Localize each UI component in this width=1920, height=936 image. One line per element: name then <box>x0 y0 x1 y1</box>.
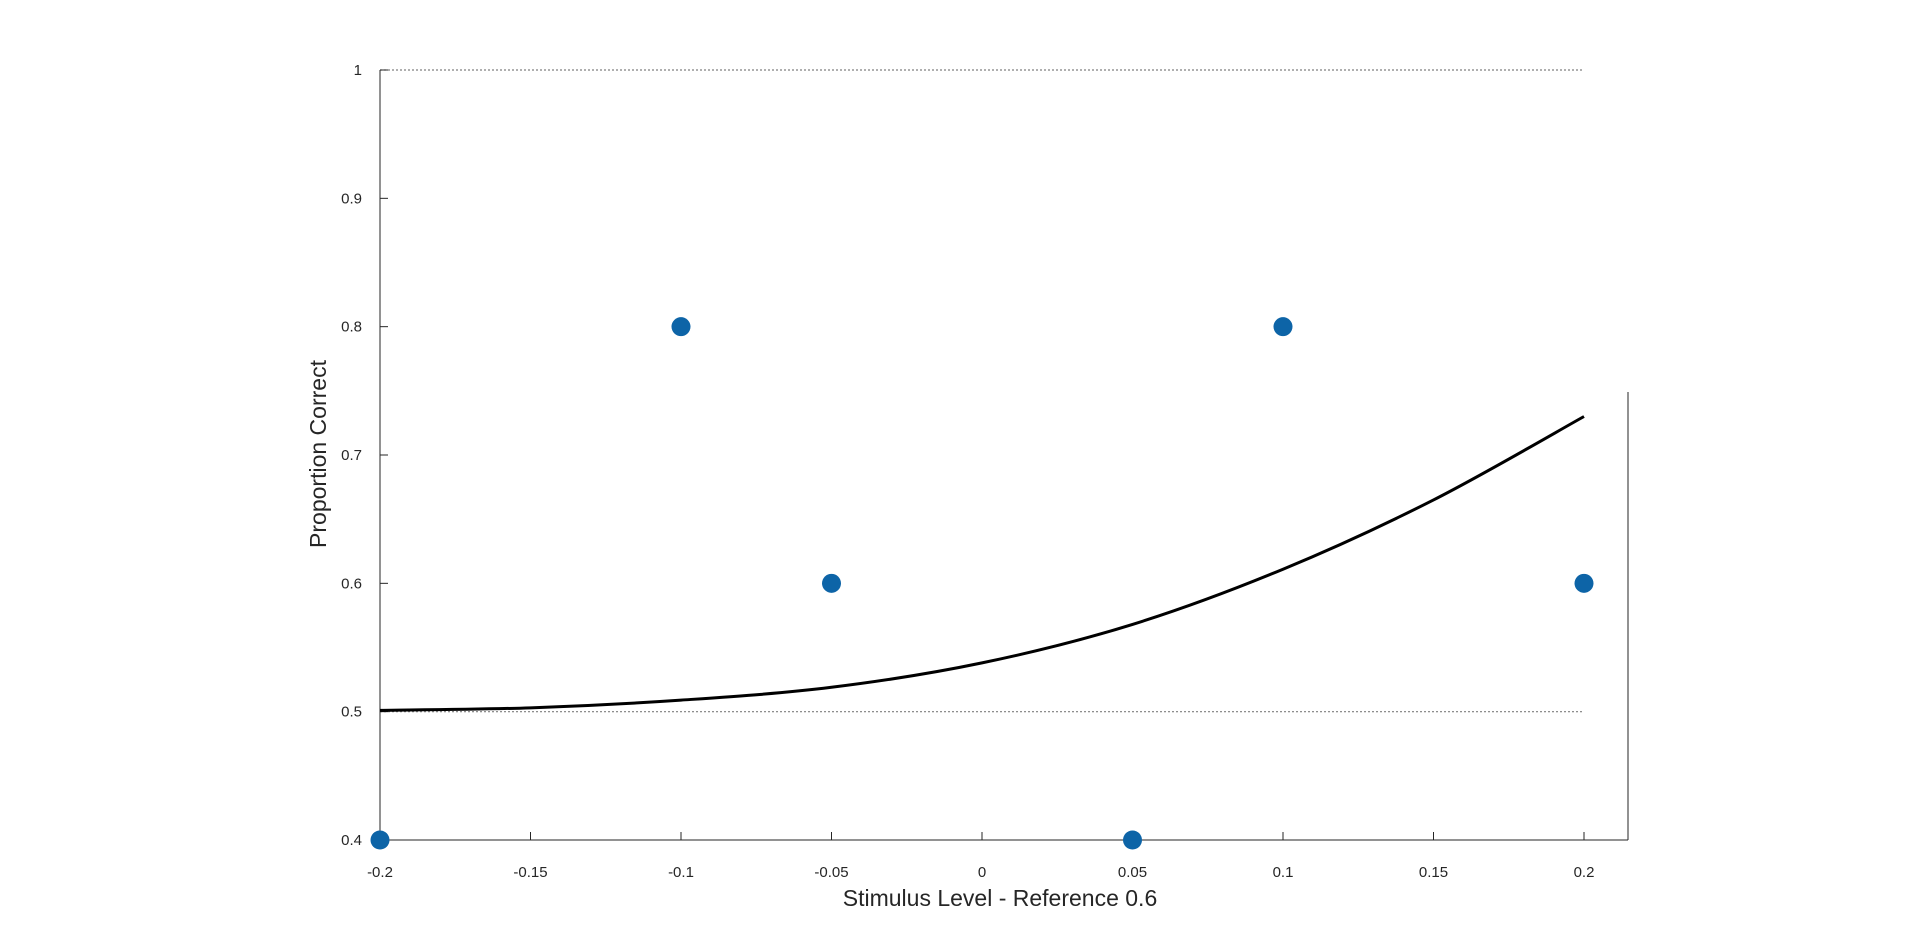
x-tick-label: -0.05 <box>814 864 848 881</box>
x-tick-label: 0.15 <box>1419 864 1448 881</box>
x-tick-label: 0.2 <box>1574 864 1595 881</box>
y-axis-ticks: 0.4 0.5 0.6 0.7 0.8 0.9 1 <box>341 62 388 849</box>
axes <box>379 70 1629 841</box>
y-tick-label: 1 <box>354 62 362 79</box>
x-tick-label: -0.1 <box>668 864 694 881</box>
y-tick-label: 0.8 <box>341 319 362 336</box>
x-tick-label: 0 <box>978 864 986 881</box>
data-point <box>1273 317 1293 337</box>
x-tick-label: -0.15 <box>513 864 547 881</box>
y-tick-label: 0.4 <box>341 832 362 849</box>
x-tick-label: 0.1 <box>1273 864 1294 881</box>
x-tick-label: -0.2 <box>367 864 393 881</box>
x-tick-label: 0.05 <box>1118 864 1147 881</box>
data-points <box>370 317 1594 850</box>
fit-curve <box>379 415 1585 712</box>
reference-lines <box>380 69 1584 713</box>
data-point <box>1123 830 1142 850</box>
y-tick-label: 0.6 <box>341 575 362 592</box>
x-axis-label: Stimulus Level - Reference 0.6 <box>843 885 1158 911</box>
x-axis-ticks: -0.2 -0.15 -0.1 -0.05 0 0.05 0.1 0.15 0.2 <box>367 832 1594 881</box>
y-tick-label: 0.5 <box>341 704 362 721</box>
data-point <box>1574 573 1594 593</box>
y-tick-label: 0.9 <box>341 190 362 207</box>
y-tick-label: 0.7 <box>341 447 362 464</box>
data-point <box>822 573 841 593</box>
y-axis-label: Proportion Correct <box>305 359 331 548</box>
data-point <box>671 317 691 337</box>
data-point <box>370 830 390 850</box>
